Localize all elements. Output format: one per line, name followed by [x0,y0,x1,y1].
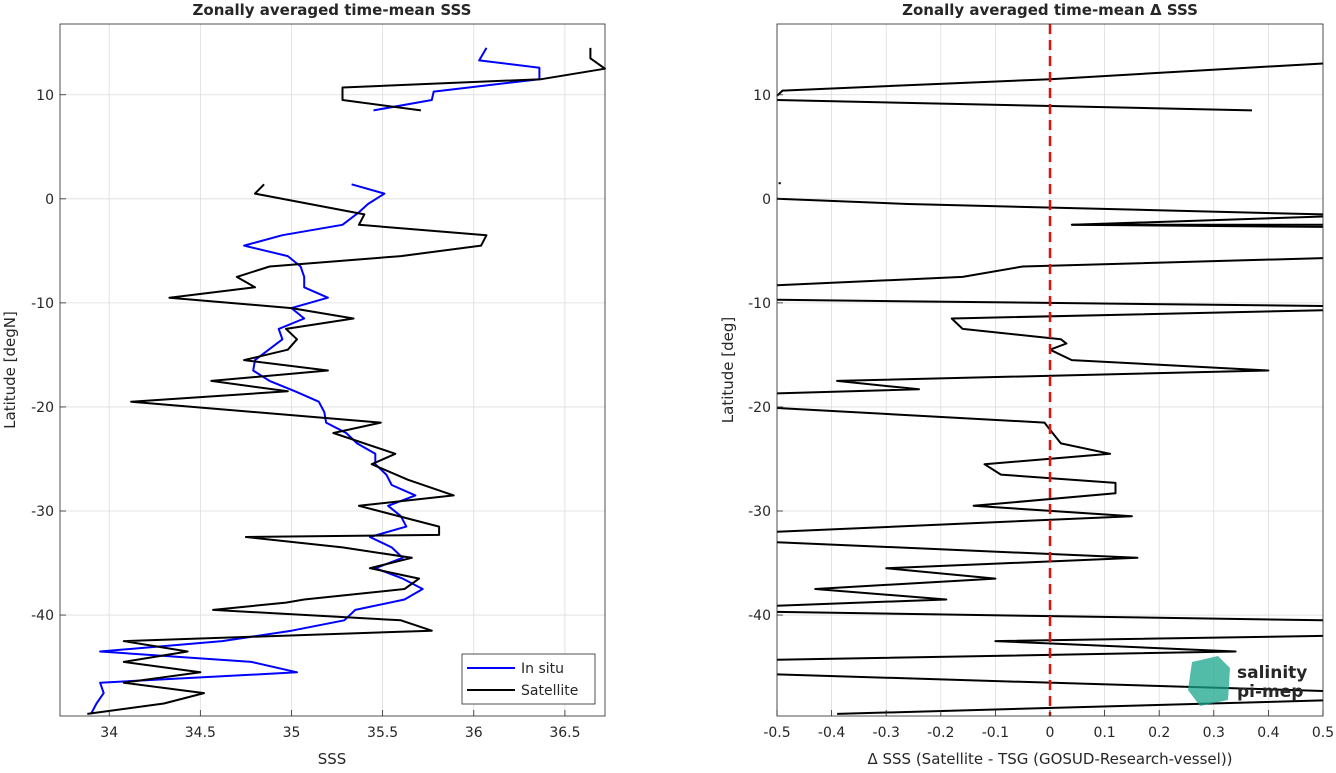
sss-series-satellite [341,47,606,112]
delta-sss-series-delta [776,99,1253,112]
delta-sss-series-delta [837,699,1324,715]
delta-sss-series-delta [776,257,1324,287]
sss-ticks: 34 34.5 35 35.5 36 36.5 -40 -30 -20 -10 0 10 [31,88,580,741]
salinity-pi-mep-logo: salinity pi-mep [1188,656,1307,706]
legend: In situ Satellite [461,653,596,705]
sss-series-in-situ [373,47,541,112]
logo-text-line1: salinity [1237,663,1307,683]
sss-grid [60,24,605,716]
legend-label-in-situ: In situ [521,661,564,677]
sss-x-tick-label: 35 [283,725,301,741]
sss-y-tick-label: -10 [31,296,54,312]
sss-y-tick-label: -40 [31,608,54,624]
delta-sss-series-delta [776,634,1324,661]
sss-x-tick-label: 35.5 [367,725,398,741]
sss-panel: Zonally averaged time-mean SSS 34 34.5 35 3… [1,1,606,768]
delta-sss-x-tick-label: 0 [1046,725,1055,741]
delta-sss-series-delta [776,407,1133,533]
logo-text-line2: pi-mep [1237,682,1303,702]
sss-x-axis-label: SSS [318,750,347,768]
delta-sss-y-tick-label: -40 [748,608,771,624]
delta-sss-y-tick-label: 10 [753,88,771,104]
delta-sss-y-tick-label: -30 [748,504,771,520]
sss-series-satellite [87,183,488,715]
sss-axes-box [59,23,606,717]
sss-x-tick-label: 34.5 [185,725,216,741]
delta-sss-x-tick-label: -0.5 [763,725,790,741]
sss-y-axis-label: Latitude [degN] [1,311,19,429]
delta-sss-x-tick-label: 0.2 [1148,725,1170,741]
delta-sss-series-delta [1071,223,1324,228]
delta-sss-y-axis-label: Latitude [deg] [719,317,737,423]
sss-chart-title: Zonally averaged time-mean SSS [193,1,472,19]
legend-label-satellite: Satellite [521,683,578,699]
delta-sss-chart-title: Zonally averaged time-mean Δ SSS [902,1,1198,19]
sss-y-tick-label: 10 [36,88,54,104]
sss-y-tick-label: 0 [45,192,54,208]
delta-sss-x-tick-label: 0.4 [1257,725,1279,741]
delta-sss-ticks: -0.5 -0.4 -0.3 -0.2 -0.1 0 0.1 0.2 0.3 0.4 0.5 -40 -… [748,88,1334,741]
sss-y-tick-label: -20 [31,400,54,416]
delta-sss-y-tick-label: -20 [748,400,771,416]
delta-sss-x-tick-label: 0.3 [1203,725,1225,741]
sss-lines [87,47,606,715]
delta-sss-y-tick-label: -10 [748,296,771,312]
sss-series-in-situ [90,183,424,715]
delta-sss-series-delta [776,197,1324,216]
delta-sss-x-tick-label: -0.1 [982,725,1009,741]
logo-mark [1188,656,1230,706]
delta-sss-panel: Zonally averaged time-mean Δ SSS -0.5 -0.… [719,1,1334,768]
delta-sss-x-tick-label: -0.2 [927,725,954,741]
delta-sss-x-tick-label: 0.5 [1312,725,1334,741]
sss-x-tick-label: 36 [465,725,483,741]
delta-sss-series-delta [776,541,1139,607]
delta-sss-x-axis-label: Δ SSS (Satellite - TSG (GOSUD-Research-v… [867,750,1232,768]
delta-sss-x-tick-label: -0.4 [818,725,845,741]
legend-box [461,653,596,705]
delta-sss-y-tick-label: 0 [762,192,771,208]
sss-x-tick-label: 34 [100,725,118,741]
delta-sss-x-tick-label: -0.3 [873,725,900,741]
sss-x-tick-label: 36.5 [549,725,580,741]
sss-y-tick-label: -30 [31,504,54,520]
delta-sss-x-tick-label: 0.1 [1093,725,1115,741]
delta-sss-series-delta [1070,215,1324,226]
